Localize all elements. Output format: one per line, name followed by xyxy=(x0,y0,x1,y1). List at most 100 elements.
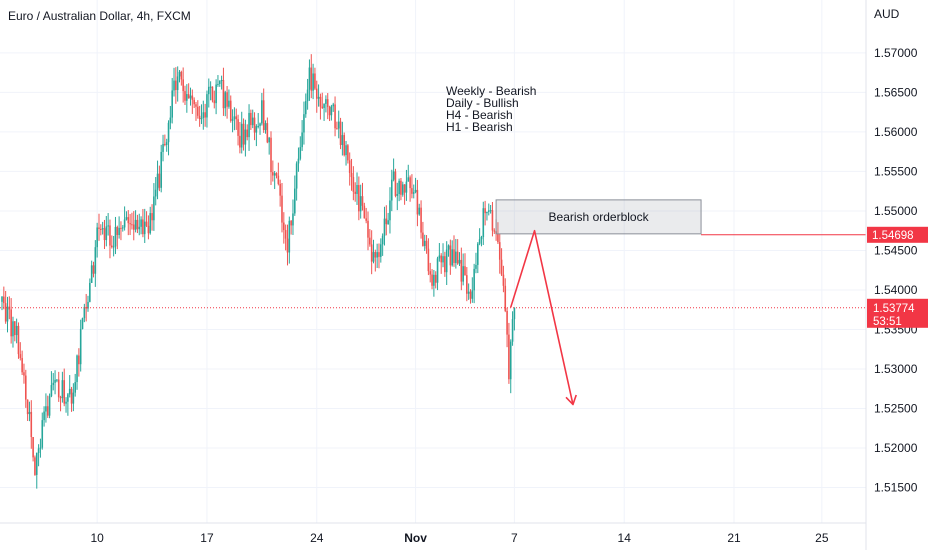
candle-body xyxy=(383,218,386,236)
projection-arrowhead xyxy=(565,394,577,406)
candle-body xyxy=(191,95,194,100)
candle-body xyxy=(37,448,40,453)
price-tick-label: 1.56000 xyxy=(874,125,918,139)
time-tick-label: 24 xyxy=(310,531,324,545)
candle-body xyxy=(370,244,373,262)
candle-body xyxy=(323,103,325,108)
candle-body xyxy=(414,189,417,193)
candle-body xyxy=(489,210,492,212)
candle-body xyxy=(85,306,87,309)
candle-body xyxy=(292,213,294,226)
candle-body xyxy=(112,246,115,248)
candle-body xyxy=(277,175,280,184)
price-tick-label: 1.54000 xyxy=(874,283,918,297)
candle-body xyxy=(326,99,329,108)
candle-body xyxy=(118,227,120,236)
candle-body xyxy=(15,325,18,336)
price-tick-label: 1.53000 xyxy=(874,362,918,376)
candle-body xyxy=(145,221,148,226)
candle-body xyxy=(233,116,236,120)
candle-body xyxy=(453,249,455,263)
annotations: Bearish orderblock xyxy=(0,199,866,406)
candle-body xyxy=(339,121,342,146)
candle-body xyxy=(209,86,212,88)
candle-body xyxy=(273,173,276,176)
candle-body xyxy=(279,183,281,196)
candle-body xyxy=(24,375,27,400)
candle-body xyxy=(312,73,314,91)
candle-body xyxy=(10,309,12,337)
candle-body xyxy=(361,196,364,206)
candle-body xyxy=(242,123,245,145)
candle-body xyxy=(467,291,470,294)
candle-body xyxy=(211,86,214,101)
candle-body xyxy=(176,76,179,91)
time-axis[interactable]: 10 17 24 Nov 7 14 21 25 xyxy=(90,531,828,545)
candle-body xyxy=(498,242,501,260)
bias-notes: Weekly - Bearish Daily - Bullish H4 - Be… xyxy=(446,84,536,134)
candle-body xyxy=(341,135,344,146)
candle-body xyxy=(473,268,475,291)
candle-body xyxy=(350,173,353,178)
candle-body xyxy=(337,121,340,129)
candle-body xyxy=(56,379,58,381)
candle-body xyxy=(270,137,272,173)
candle-body xyxy=(352,177,355,192)
candle-body xyxy=(239,135,241,148)
candle-body xyxy=(165,142,168,146)
candle-body xyxy=(440,255,442,263)
candle-body xyxy=(403,184,406,193)
candle-body xyxy=(213,100,216,104)
price-tick-label: 1.57000 xyxy=(874,46,918,60)
candle-body xyxy=(158,173,161,188)
candle-body xyxy=(244,129,247,145)
candle-body xyxy=(231,119,234,121)
candle-body xyxy=(61,380,64,399)
price-axis[interactable]: 1.57000 1.56500 1.56000 1.55500 1.55000 1.545… xyxy=(867,46,928,495)
candle-body xyxy=(154,189,157,197)
candle-body xyxy=(87,301,89,309)
candle-body xyxy=(369,237,371,245)
time-tick-label: 14 xyxy=(618,531,632,545)
candle-body xyxy=(310,67,313,91)
candle-body xyxy=(464,266,466,276)
candle-body xyxy=(197,106,199,116)
candle-body xyxy=(79,328,82,365)
candle-body xyxy=(134,219,137,230)
candle-body xyxy=(70,388,73,404)
candle-body xyxy=(319,96,322,107)
candle-body xyxy=(387,220,389,225)
orderblock-box xyxy=(495,199,702,235)
candle-body xyxy=(132,224,135,230)
candle-body xyxy=(237,119,239,136)
candle-body xyxy=(511,319,514,342)
candle-body xyxy=(116,227,119,236)
candle-body xyxy=(374,252,377,258)
candle-body xyxy=(431,274,433,286)
candle-body xyxy=(301,132,303,148)
candle-body xyxy=(228,100,230,107)
candle-body xyxy=(284,230,287,239)
candle-body xyxy=(131,224,133,226)
candle-body xyxy=(52,382,55,386)
candle-body xyxy=(162,143,164,152)
candle-body xyxy=(189,95,192,99)
candle-body xyxy=(500,259,503,275)
candle-body xyxy=(206,94,208,118)
candle-body xyxy=(178,71,181,77)
candle-body xyxy=(315,88,318,99)
candle-body xyxy=(484,208,486,214)
candle-body xyxy=(94,247,97,274)
candle-body xyxy=(396,194,399,196)
candle-body xyxy=(220,80,223,82)
candle-body xyxy=(68,388,71,395)
resistance-price-tag xyxy=(867,226,928,243)
candle-body xyxy=(422,232,424,246)
vertical-grid xyxy=(96,0,823,523)
candle-body xyxy=(466,275,468,294)
candle-body xyxy=(235,116,238,120)
candle-body xyxy=(32,437,34,458)
candle-body xyxy=(50,385,53,397)
candle-body xyxy=(39,447,42,449)
candle-body xyxy=(334,104,336,129)
